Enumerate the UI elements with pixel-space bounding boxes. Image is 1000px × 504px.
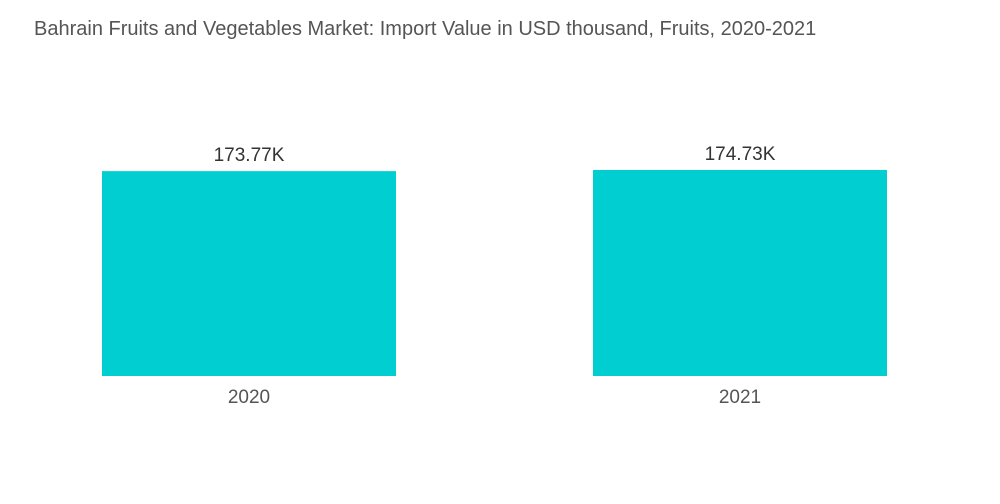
data-label-2020: 173.77K (214, 145, 285, 166)
bars-layer (102, 170, 887, 376)
chart-title: Bahrain Fruits and Vegetables Market: Im… (34, 18, 817, 40)
labels-layer: 173.77K 2020 174.73K 2021 (214, 144, 776, 408)
x-tick-label-2020: 2020 (228, 387, 270, 408)
x-tick-label-2021: 2021 (719, 387, 761, 408)
data-label-2021: 174.73K (705, 144, 776, 165)
bar-2020 (102, 171, 396, 376)
bar-2021 (593, 170, 887, 376)
